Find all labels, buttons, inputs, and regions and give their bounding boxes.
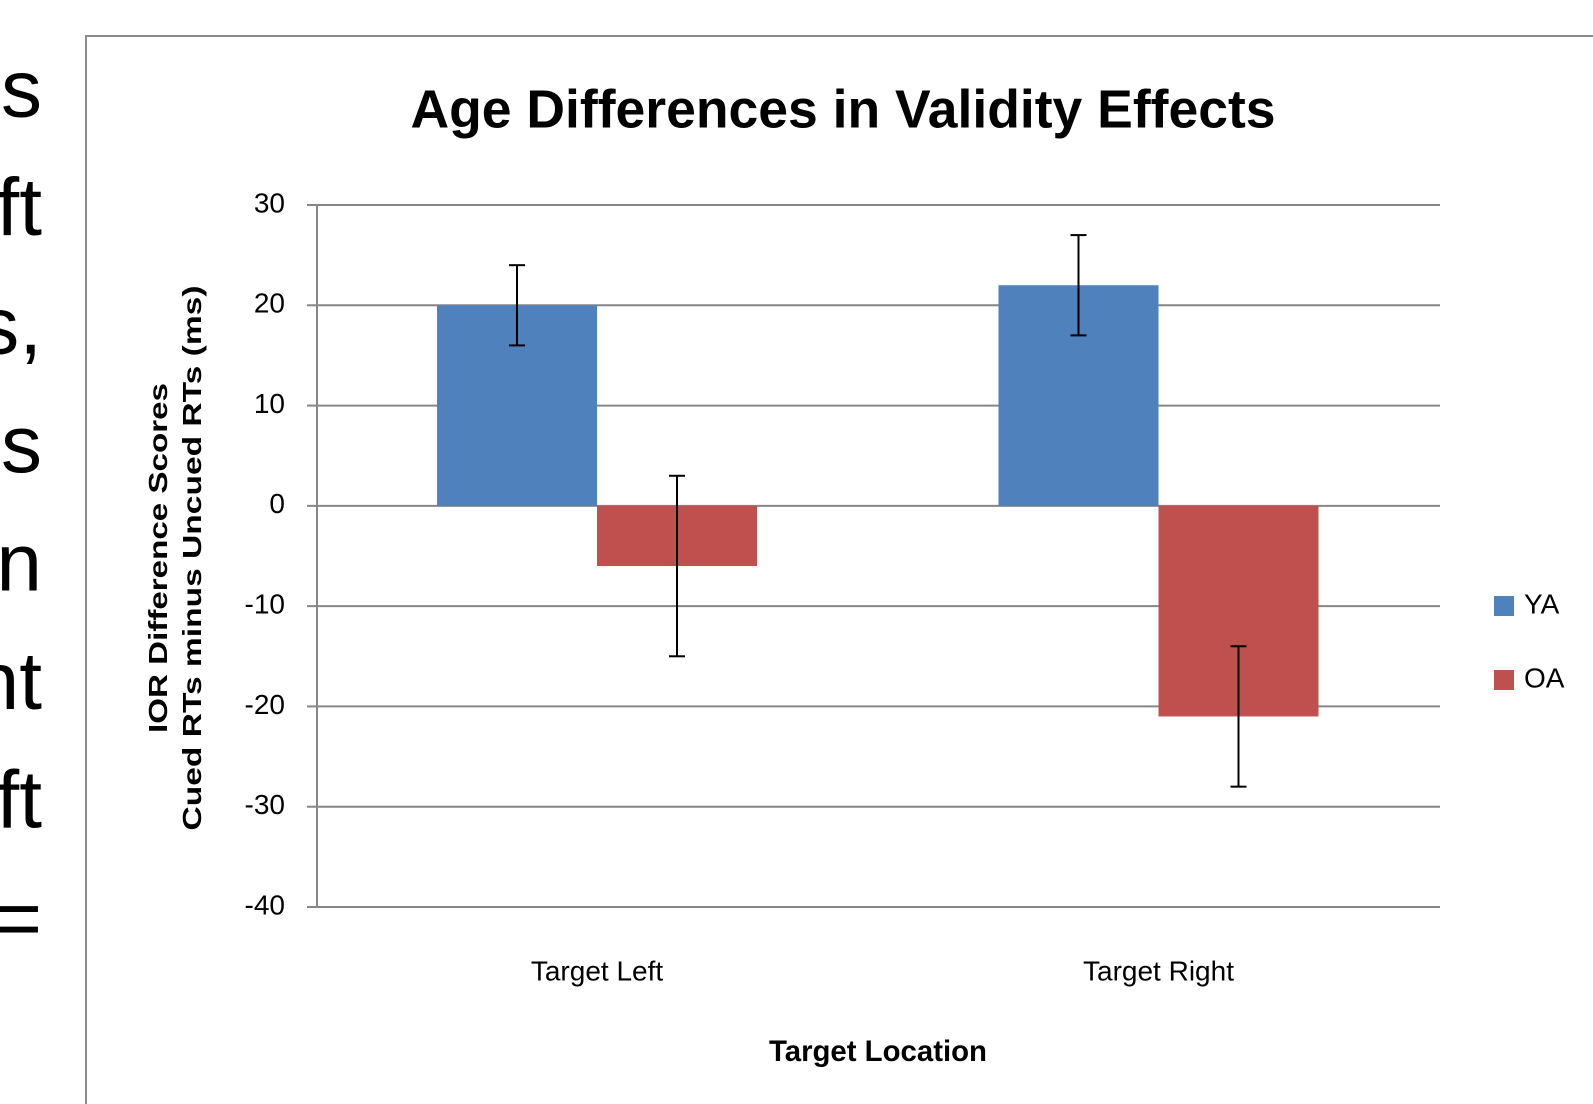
x-tick-label: Target Right xyxy=(1083,955,1234,986)
y-tick-label: -40 xyxy=(245,889,285,920)
y-axis-title-line: Cued RTs minus Uncued RTs (ms) xyxy=(177,286,207,831)
slide-text: s xyxy=(1,399,42,490)
x-tick-label: Target Left xyxy=(531,955,664,986)
slide-text: ft xyxy=(0,162,42,253)
slide-text: s, xyxy=(0,281,42,372)
y-axis-title-line: IOR Difference Scores xyxy=(143,383,173,733)
legend-swatch xyxy=(1494,670,1514,690)
y-tick-label: 0 xyxy=(269,488,285,519)
y-axis-title: IOR Difference Scores Cued RTs minus Unc… xyxy=(143,286,207,831)
y-tick-label: 30 xyxy=(254,187,285,218)
chart-title: Age Differences in Validity Effects xyxy=(411,79,1276,139)
legend-label: OA xyxy=(1524,662,1565,693)
y-tick-label: -30 xyxy=(245,789,285,820)
y-tick-label: -20 xyxy=(245,689,285,720)
slide-text: s xyxy=(1,44,42,135)
slide-text: n xyxy=(0,518,42,609)
slide-text: ft xyxy=(0,755,42,846)
y-tick-label: -10 xyxy=(245,589,285,620)
x-axis-title: Target Location xyxy=(769,1035,987,1068)
chart-frame xyxy=(85,35,1593,1104)
y-tick-label: 20 xyxy=(254,288,285,319)
slide-text: = xyxy=(0,873,42,964)
slide-text: nt xyxy=(0,636,42,727)
legend-label: YA xyxy=(1524,588,1560,619)
legend-swatch xyxy=(1494,596,1514,616)
y-tick-label: 10 xyxy=(254,388,285,419)
